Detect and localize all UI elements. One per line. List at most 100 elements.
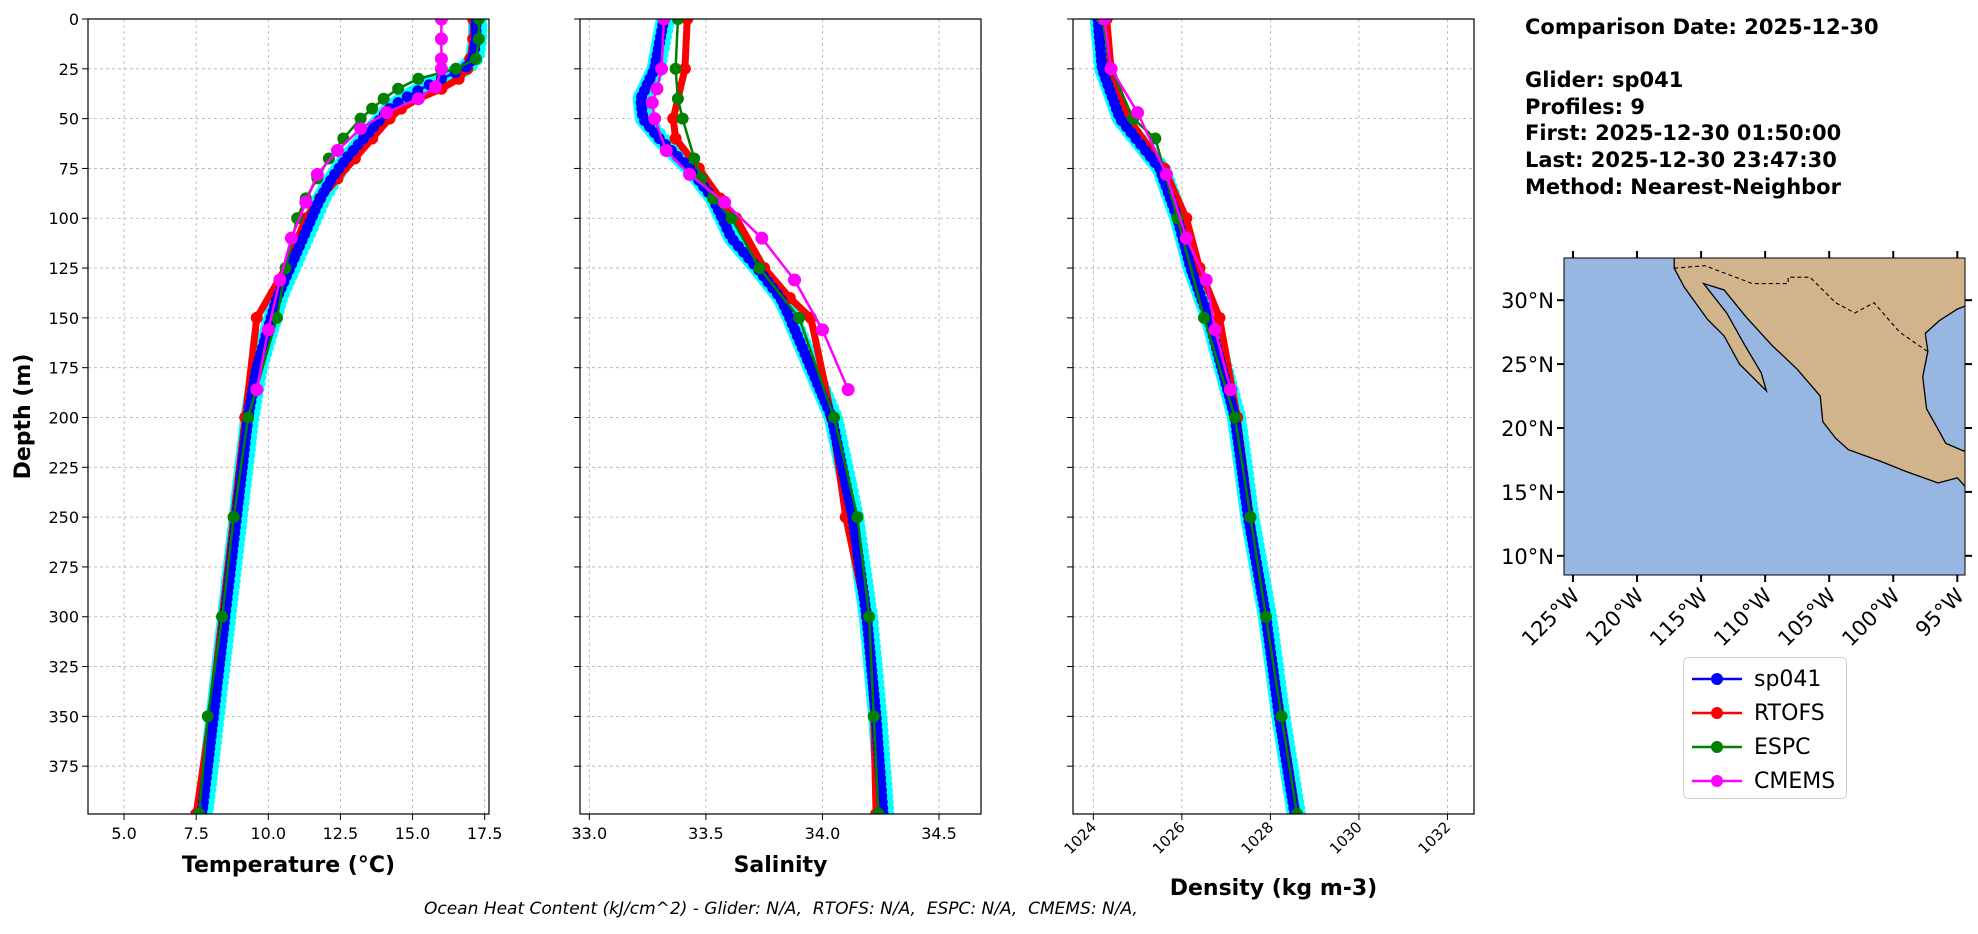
data-point-rtofs xyxy=(681,19,694,25)
lat-tick-label: 10°N xyxy=(1501,545,1554,569)
x-tick-label: 1030 xyxy=(1326,818,1366,858)
x-tick-label: 34.5 xyxy=(921,824,957,843)
series-espc xyxy=(669,19,885,814)
y-tick-label: 100 xyxy=(48,209,79,228)
series-line-rtofs xyxy=(669,19,880,814)
data-point-cmems xyxy=(648,112,662,126)
y-tick-label: 250 xyxy=(48,508,79,527)
lon-tick-label: 120°W xyxy=(1581,583,1649,651)
x-tick-label: 1026 xyxy=(1149,818,1189,858)
series-cmems xyxy=(1097,19,1238,397)
y-tick-label: 150 xyxy=(48,309,79,328)
data-point-espc xyxy=(270,311,283,324)
data-point-espc xyxy=(470,52,483,65)
data-point-cmems xyxy=(354,122,368,136)
data-point-cmems xyxy=(284,231,298,245)
data-point-espc xyxy=(1198,311,1211,324)
panel-temperature: 5.0 7.5 10.0 12.5 15.0 17.5 0 25 50 75 100 125 150 17… xyxy=(11,10,502,878)
data-point-espc xyxy=(216,610,229,623)
method: Method: Nearest-Neighbor xyxy=(1525,174,1841,199)
x-tick-label: 1024 xyxy=(1060,818,1100,858)
data-point-espc xyxy=(1228,411,1241,424)
y-tick-label: 75 xyxy=(59,159,79,178)
y-tick-label: 300 xyxy=(48,608,79,627)
lon-tick-label: 100°W xyxy=(1837,583,1905,651)
data-point-espc xyxy=(1275,710,1288,723)
first-time: First: 2025-12-30 01:50:00 xyxy=(1525,121,1842,146)
y-tick-label: 225 xyxy=(48,458,79,477)
legend-label: ESPC xyxy=(1754,734,1811,760)
x-tick-label: 1028 xyxy=(1237,818,1277,858)
data-point-espc xyxy=(671,19,684,25)
y-tick-label: 175 xyxy=(48,359,79,378)
lon-tick-label: 110°W xyxy=(1709,583,1777,651)
legend-line-icon xyxy=(1692,741,1742,753)
data-point-espc xyxy=(851,511,864,524)
lat-tick-label: 20°N xyxy=(1501,417,1554,441)
data-point-espc xyxy=(753,262,766,275)
lat-tick-label: 25°N xyxy=(1501,353,1554,377)
data-point-espc xyxy=(472,19,485,25)
x-tick-label: 33.0 xyxy=(572,824,608,843)
panel-density: 1024 1026 1028 1030 1032 Density (kg m-3) xyxy=(1060,18,1475,901)
x-tick-label: 5.0 xyxy=(111,824,136,843)
lon-tick-label: 115°W xyxy=(1645,583,1713,651)
legend-item-rtofs: RTOFS xyxy=(1692,696,1846,730)
y-tick-label: 125 xyxy=(48,259,79,278)
series-rtofs xyxy=(667,19,883,814)
data-point-espc xyxy=(828,411,841,424)
location-map: 10°N 15°N 20°N 25°N 30°N 125°W120°W115°W110°W… xyxy=(1501,251,1972,651)
x-axis-label: Salinity xyxy=(734,853,828,878)
data-point-cmems xyxy=(1104,62,1118,76)
data-point-rtofs xyxy=(669,132,682,145)
data-point-rtofs xyxy=(1213,311,1226,324)
data-point-espc xyxy=(392,82,405,95)
data-point-cmems xyxy=(434,32,448,46)
y-tick-label: 325 xyxy=(48,658,79,677)
data-point-espc xyxy=(377,92,390,105)
last-time: Last: 2025-12-30 23:47:30 xyxy=(1525,147,1837,172)
profile-count: Profiles: 9 xyxy=(1525,94,1646,119)
y-tick-label: 50 xyxy=(59,110,79,129)
x-tick-label: 1032 xyxy=(1415,818,1455,858)
series-line-cmems xyxy=(1103,19,1232,390)
y-tick-label: 25 xyxy=(59,60,79,79)
country-border xyxy=(1674,265,1930,354)
data-point-espc xyxy=(1290,808,1303,814)
lon-tick-label: 125°W xyxy=(1517,583,1585,651)
data-point-espc xyxy=(872,808,885,814)
lat-tick-label: 15°N xyxy=(1501,481,1554,505)
data-point-rtofs xyxy=(678,62,691,75)
x-tick-label: 12.5 xyxy=(323,824,359,843)
land-mexico xyxy=(1673,258,1965,488)
data-point-cmems xyxy=(650,82,664,96)
plot-area xyxy=(632,19,895,814)
data-point-espc xyxy=(676,112,689,125)
y-tick-label: 0 xyxy=(69,10,79,29)
data-point-cmems xyxy=(261,323,275,337)
x-axis-label: Density (kg m-3) xyxy=(1170,876,1378,901)
data-point-cmems xyxy=(659,144,673,158)
data-point-espc xyxy=(793,311,806,324)
data-point-espc xyxy=(725,212,738,225)
lon-tick-label: 95°W xyxy=(1911,583,1969,641)
data-point-cmems xyxy=(1224,383,1238,397)
panel-salinity: 33.0 33.5 34.0 34.5 Salinity xyxy=(572,18,982,878)
lat-tick-label: 30°N xyxy=(1501,289,1554,313)
axes-frame xyxy=(1072,18,1475,815)
legend-line-icon xyxy=(1692,673,1742,685)
data-point-cmems xyxy=(683,167,697,181)
data-point-cmems xyxy=(250,383,264,397)
legend-label: CMEMS xyxy=(1754,768,1836,794)
legend: sp041 RTOFS ESPC CMEMS xyxy=(1683,657,1847,799)
x-tick-label: 17.5 xyxy=(467,824,503,843)
data-point-cmems xyxy=(655,62,669,76)
info-panel: Comparison Date: 2025-12-30 Glider: sp04… xyxy=(1525,14,1879,200)
data-point-espc xyxy=(671,92,684,105)
data-point-espc xyxy=(867,710,880,723)
x-tick-label: 7.5 xyxy=(183,824,208,843)
data-point-cmems xyxy=(1159,167,1173,181)
data-point-espc xyxy=(201,710,214,723)
series-line-rtofs xyxy=(192,19,477,814)
